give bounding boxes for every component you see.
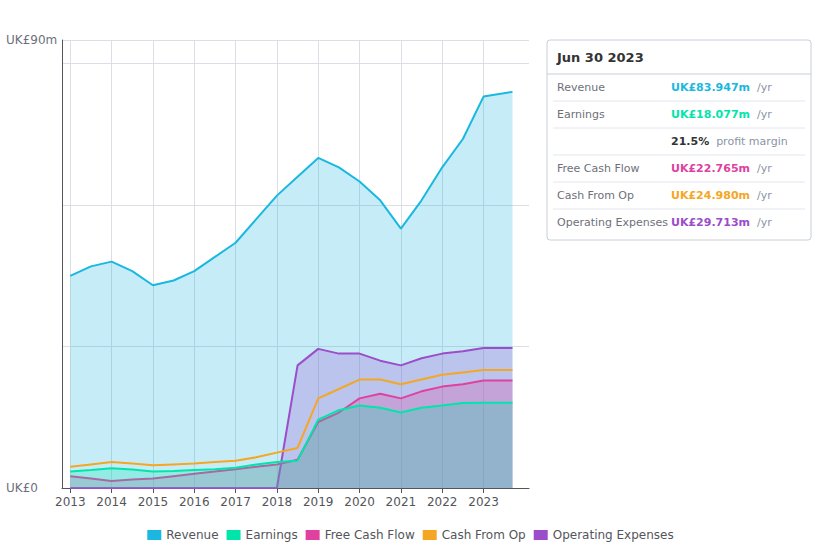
- svg-text:2022: 2022: [427, 495, 458, 509]
- svg-text:Earnings: Earnings: [246, 528, 298, 542]
- svg-text:/yr: /yr: [757, 81, 772, 94]
- svg-text:2020: 2020: [344, 495, 375, 509]
- svg-text:2023: 2023: [468, 495, 499, 509]
- svg-text:UK£22.765m: UK£22.765m: [671, 162, 750, 175]
- svg-text:UK£29.713m: UK£29.713m: [671, 216, 750, 229]
- svg-text:/yr: /yr: [757, 108, 772, 121]
- svg-text:21.5%: 21.5%: [671, 135, 709, 148]
- svg-text:profit margin: profit margin: [716, 135, 788, 148]
- svg-text:Operating Expenses: Operating Expenses: [557, 216, 668, 229]
- svg-text:UK£83.947m: UK£83.947m: [671, 81, 750, 94]
- svg-text:Revenue: Revenue: [166, 528, 218, 542]
- svg-text:Earnings: Earnings: [557, 108, 605, 121]
- svg-text:/yr: /yr: [757, 216, 772, 229]
- svg-text:2016: 2016: [179, 495, 210, 509]
- svg-text:UK£18.077m: UK£18.077m: [671, 108, 750, 121]
- svg-text:2021: 2021: [386, 495, 417, 509]
- svg-text:/yr: /yr: [757, 162, 772, 175]
- svg-text:Free Cash Flow: Free Cash Flow: [325, 528, 415, 542]
- svg-text:Jun 30 2023: Jun 30 2023: [556, 50, 644, 65]
- svg-text:/yr: /yr: [757, 189, 772, 202]
- svg-text:2017: 2017: [220, 495, 251, 509]
- svg-text:2013: 2013: [55, 495, 86, 509]
- svg-text:Cash From Op: Cash From Op: [442, 528, 526, 542]
- svg-text:Free Cash Flow: Free Cash Flow: [557, 162, 640, 175]
- svg-text:2015: 2015: [138, 495, 169, 509]
- svg-text:2019: 2019: [303, 495, 334, 509]
- svg-text:Operating Expenses: Operating Expenses: [553, 528, 674, 542]
- svg-text:2018: 2018: [262, 495, 293, 509]
- svg-text:UK£0: UK£0: [6, 481, 38, 495]
- svg-text:2014: 2014: [96, 495, 127, 509]
- svg-text:UK£90m: UK£90m: [6, 33, 57, 47]
- svg-text:Revenue: Revenue: [557, 81, 605, 94]
- svg-text:UK£24.980m: UK£24.980m: [671, 189, 750, 202]
- svg-text:Cash From Op: Cash From Op: [557, 189, 634, 202]
